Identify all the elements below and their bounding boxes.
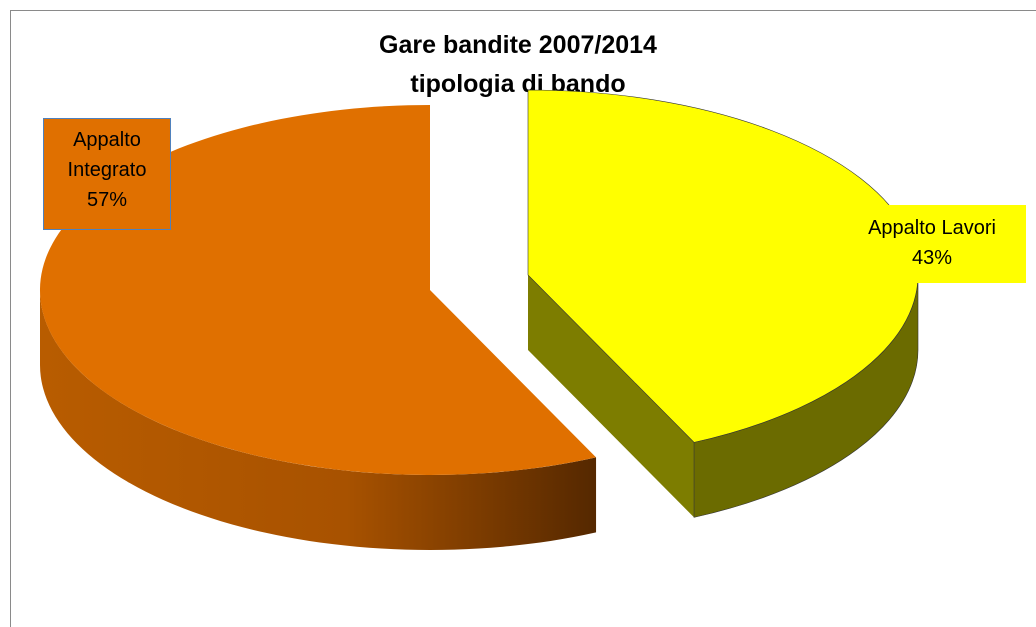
slice-face bbox=[528, 275, 695, 518]
data-label: Appalto Lavori 43% bbox=[838, 205, 1026, 283]
slice-side bbox=[40, 290, 597, 550]
chart-title: Gare bandite 2007/2014 bbox=[379, 31, 657, 59]
label-category: Appalto Lavori bbox=[868, 217, 996, 239]
label-value: 43% bbox=[911, 247, 953, 269]
pie bbox=[39, 89, 919, 550]
pie-slice bbox=[39, 105, 597, 475]
label-value: 57% bbox=[86, 189, 128, 211]
data-label: Appalto Integrato 57% bbox=[43, 118, 171, 230]
label-category: Appalto Integrato bbox=[67, 129, 147, 181]
